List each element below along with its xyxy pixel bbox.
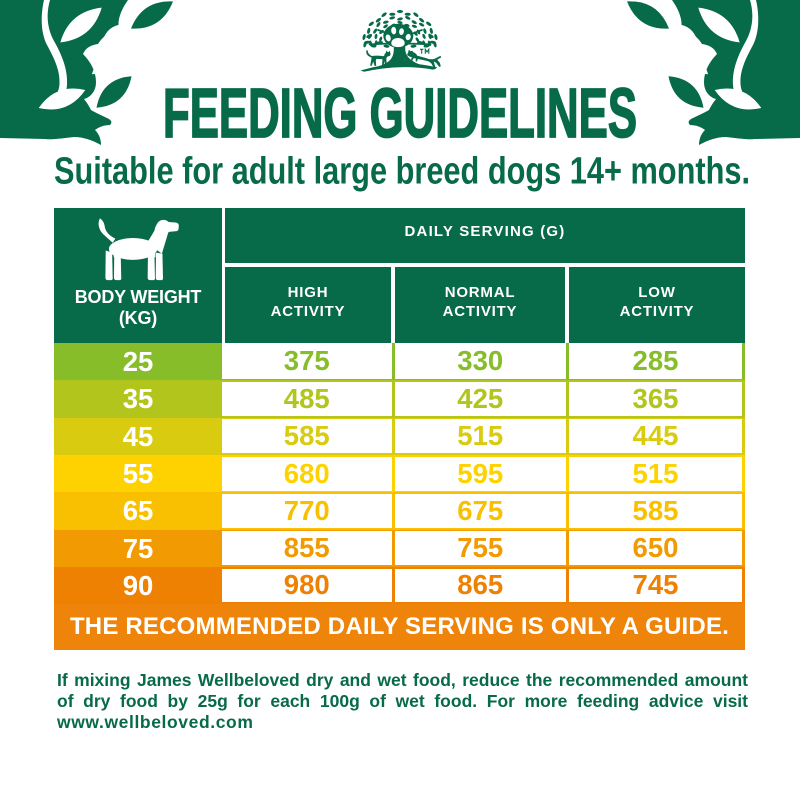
- svg-text:FEEDING GUIDELINES: FEEDING GUIDELINES: [163, 75, 637, 145]
- svg-text:Suitable for adult large breed: Suitable for adult large breed dogs 14+ …: [54, 151, 750, 193]
